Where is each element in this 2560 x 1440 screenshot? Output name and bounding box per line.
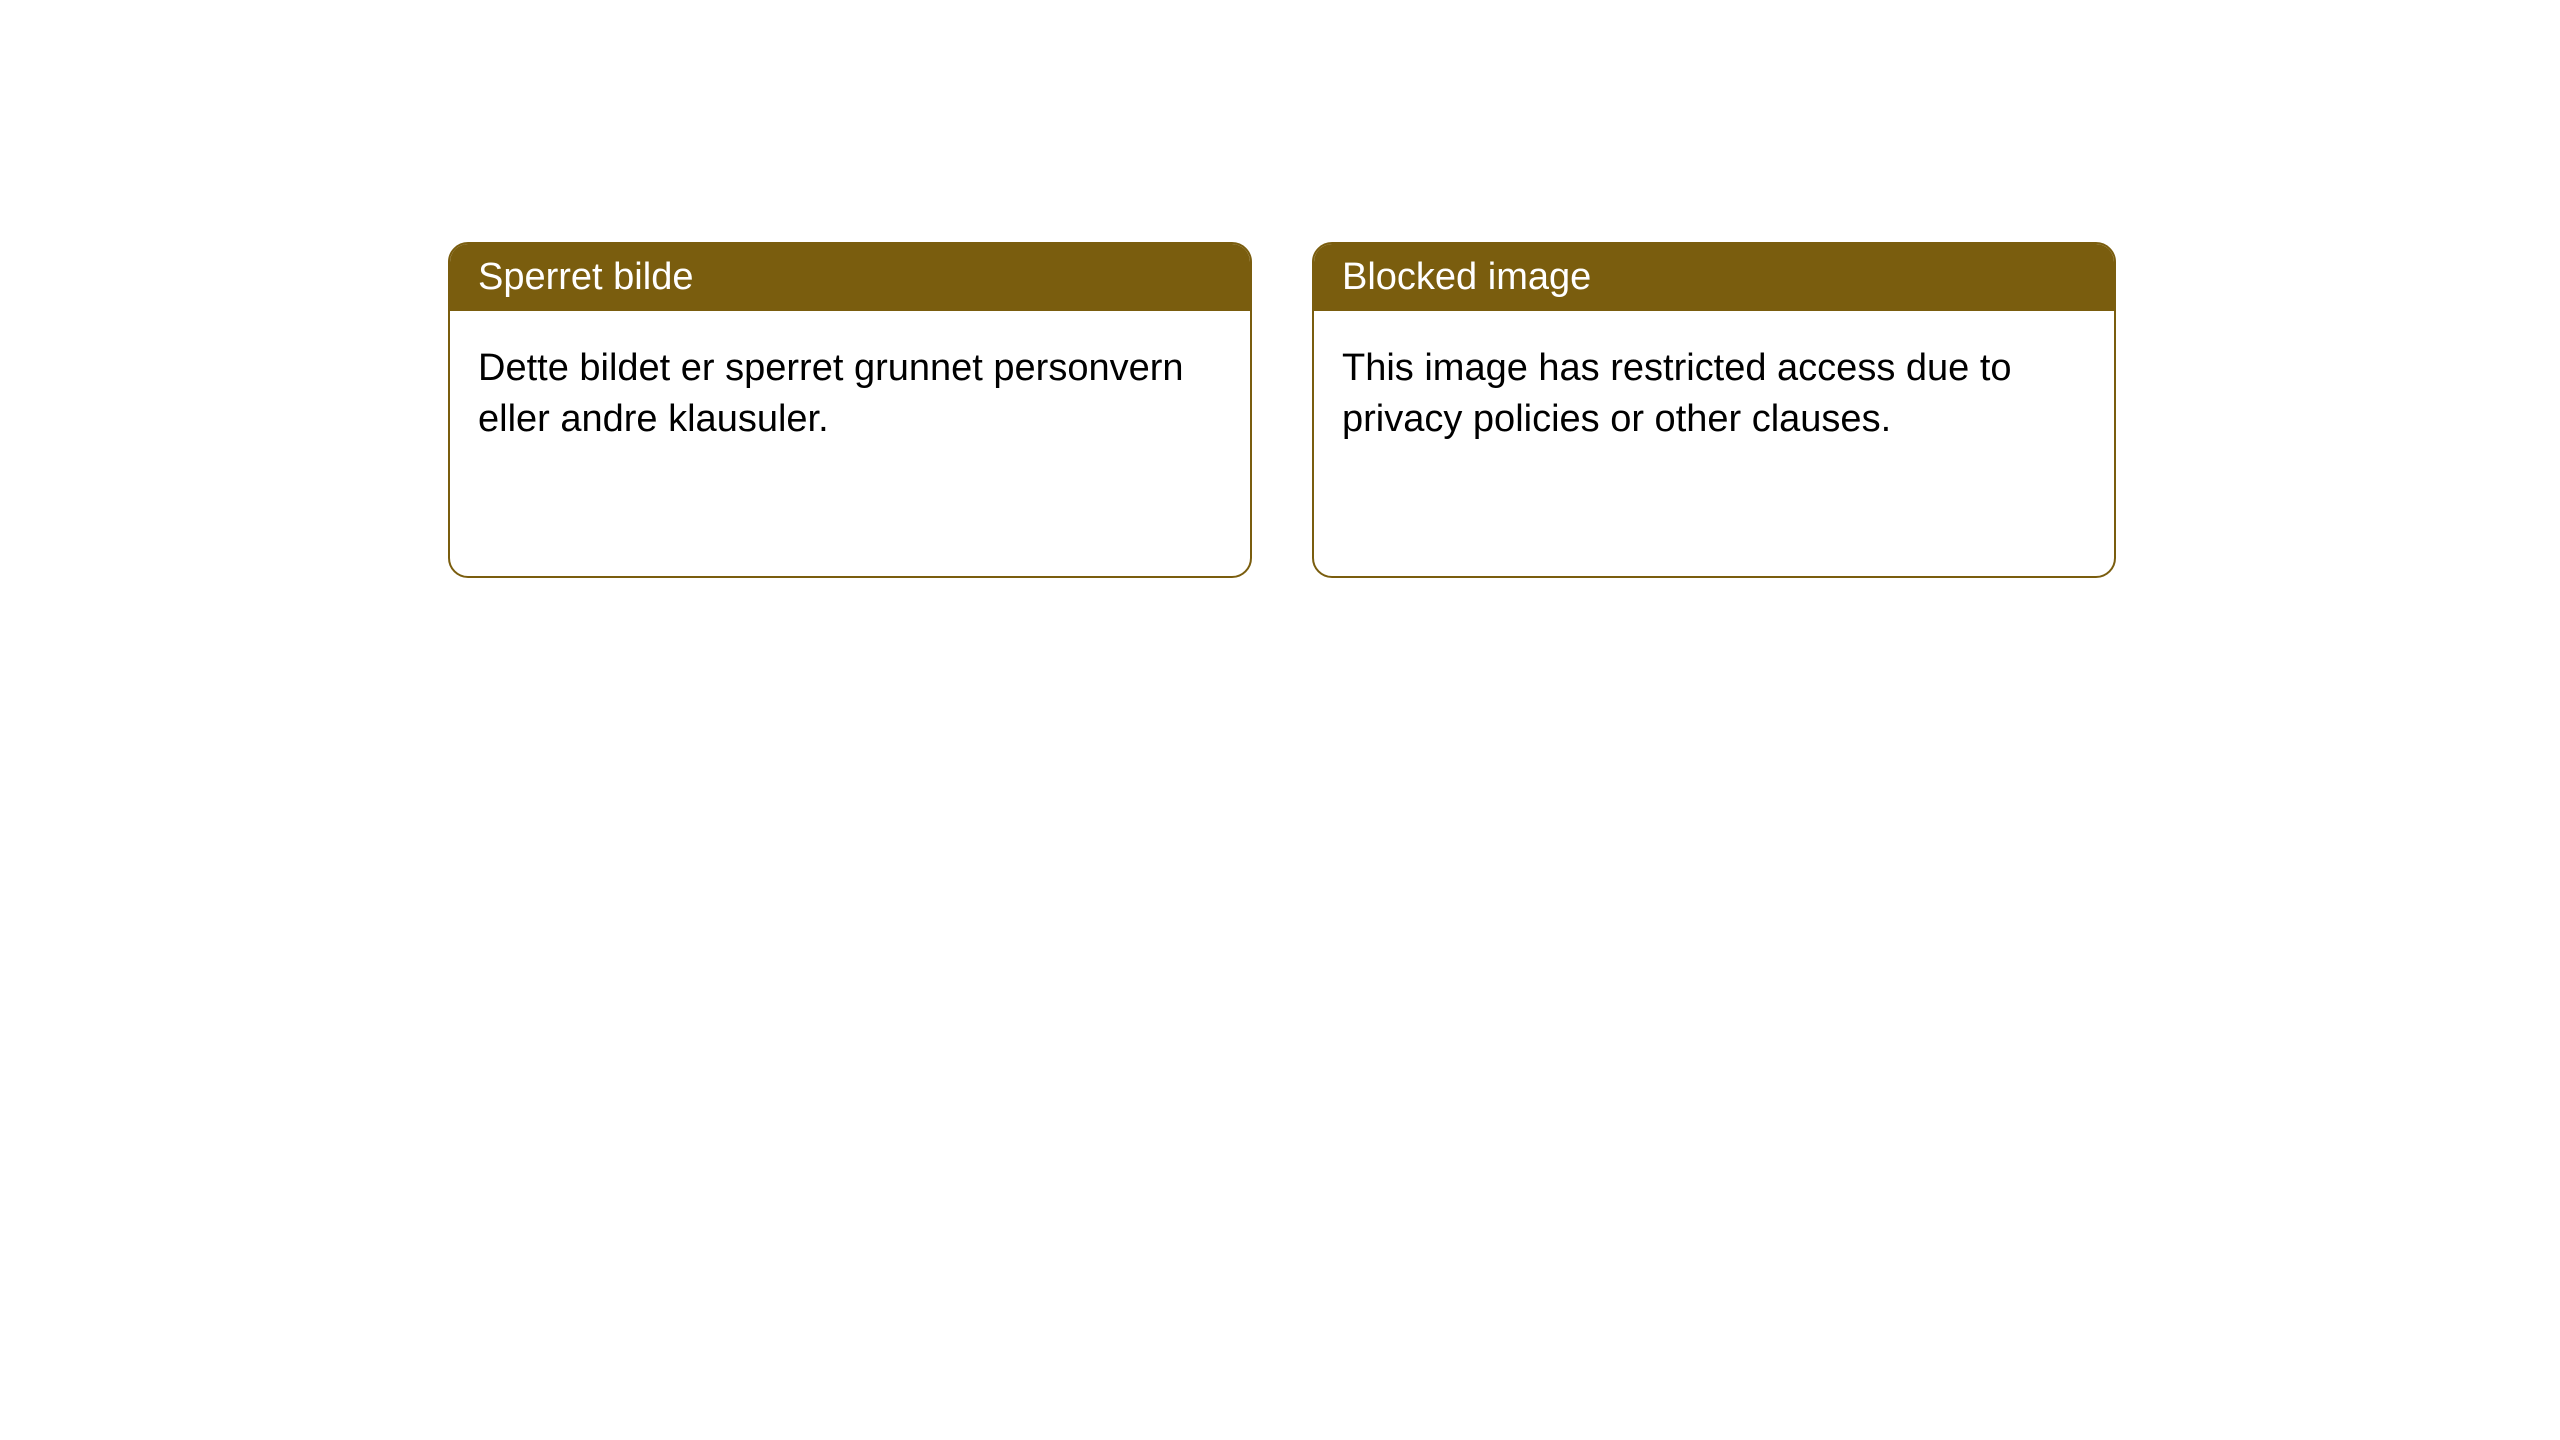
- notice-body-norwegian: Dette bildet er sperret grunnet personve…: [450, 311, 1250, 478]
- notice-body-english: This image has restricted access due to …: [1314, 311, 2114, 478]
- notice-card-english: Blocked image This image has restricted …: [1312, 242, 2116, 578]
- notice-title-norwegian: Sperret bilde: [450, 244, 1250, 311]
- notice-card-norwegian: Sperret bilde Dette bildet er sperret gr…: [448, 242, 1252, 578]
- notice-title-english: Blocked image: [1314, 244, 2114, 311]
- notice-container: Sperret bilde Dette bildet er sperret gr…: [0, 0, 2560, 578]
